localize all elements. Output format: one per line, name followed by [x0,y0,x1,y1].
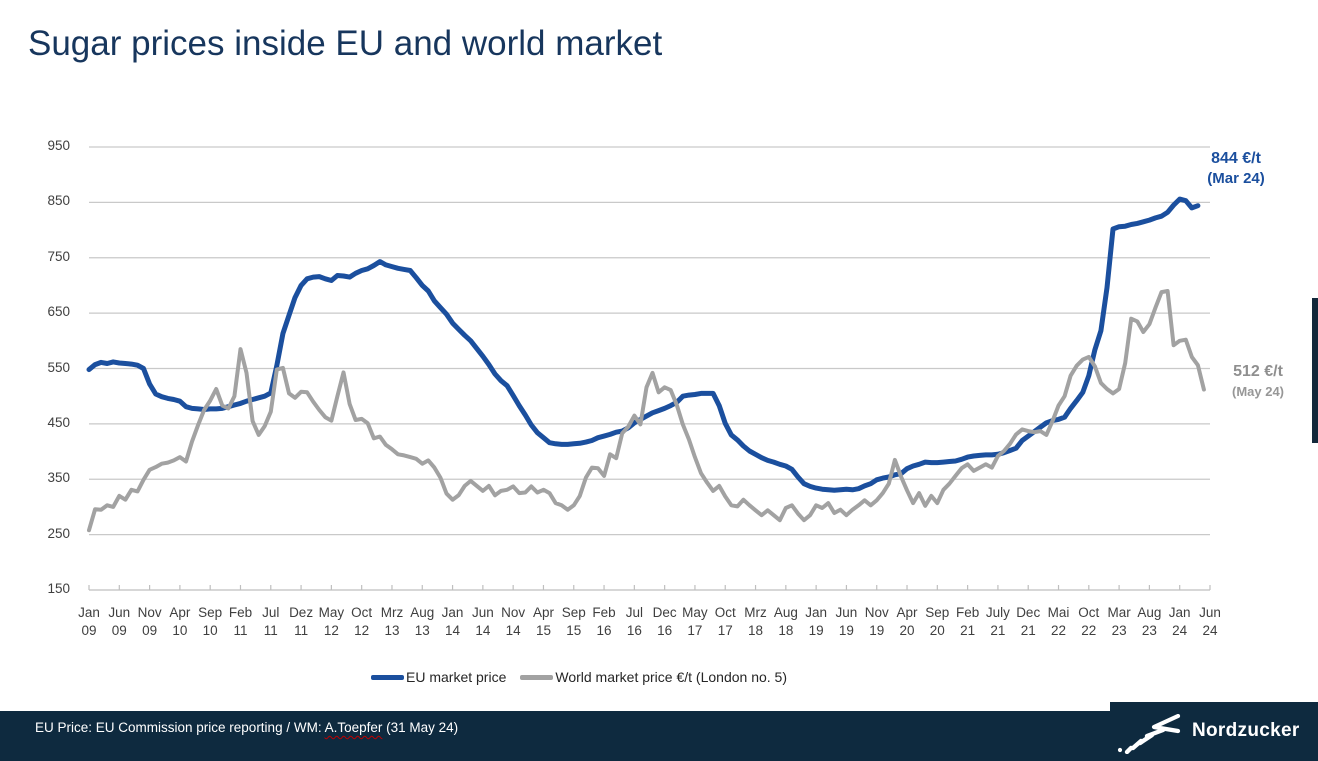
world-annotation-date: (May 24) [1231,384,1285,399]
x-axis-label-Jun-14: Jun 14 [471,605,494,638]
x-axis-label-Jan-19: Jan 19 [805,605,828,638]
x-axis-label-Dec-16: Dec 16 [652,605,677,638]
x-axis-label-Mrz-13: Mrz 13 [380,605,404,638]
x-axis-label-Jan-24: Jan 24 [1168,605,1191,638]
x-axis-label-Aug-13: Aug 13 [410,605,435,638]
eu-price-annotation: 844 €/t (Mar 24) [1190,148,1282,188]
x-axis-label-Jun-24: Jun 24 [1199,605,1221,638]
world-market-price-line [87,289,1206,533]
eu-market-price-line [86,196,1201,493]
y-axis-label-850: 850 [47,193,70,209]
x-axis-label-Jul-16: Jul 16 [625,605,643,638]
legend-label-eu: EU market price [406,669,507,685]
footer-source-suffix: (31 May 24) [382,720,459,735]
x-axis-label-Aug-23: Aug 23 [1137,605,1162,638]
y-axis-label-450: 450 [47,414,70,430]
y-axis-label-350: 350 [47,470,70,486]
y-axis-label-950: 950 [47,138,70,153]
x-axis-label-Apr-10: Apr 10 [169,605,191,638]
x-axis-label-Sep-20: Sep 20 [925,605,950,638]
x-axis-label-Oct-12: Oct 12 [351,605,373,638]
x-axis-label-Oct-17: Oct 17 [714,605,736,638]
x-axis-label-Dez-11: Dez 11 [289,605,314,638]
legend-label-world: World market price €/t (London no. 5) [555,669,787,685]
world-annotation-value: 512 €/t [1233,363,1283,380]
y-axis-label-150: 150 [47,581,70,596]
footer-bar: EU Price: EU Commission price reporting … [0,711,1318,761]
legend-swatch-eu [371,674,404,680]
footer-source-prefix: EU Price: EU Commission price reporting … [35,720,325,735]
nordzucker-logo-text: Nordzucker [1192,720,1300,741]
x-axis-label-Nov-09: Nov 09 [137,605,162,638]
x-axis-label-May-12: May 12 [318,605,345,638]
y-axis-label-650: 650 [47,304,70,320]
x-axis-label-July-21: July 21 [985,605,1010,638]
x-axis-label-Jun-09: Jun 09 [108,605,131,638]
x-axis-label-Jun-19: Jun 19 [835,605,858,638]
world-price-annotation: 512 €/t (May 24) [1214,361,1302,401]
eu-annotation-value: 844 €/t [1211,150,1261,167]
y-axis-label-550: 550 [47,359,70,375]
y-axis-label-250: 250 [47,525,70,541]
x-axis-label-Jan-09: Jan 09 [78,605,100,638]
x-axis-label-Sep-15: Sep 15 [561,605,586,638]
eu-annotation-date: (Mar 24) [1207,170,1265,187]
x-axis-label-Nov-14: Nov 14 [501,605,526,638]
nordzucker-rays-icon [1117,714,1181,754]
x-axis-label-Feb-21: Feb 21 [955,605,980,638]
legend-item-world: World market price €/t (London no. 5) [520,669,787,685]
right-edge-accent-bar [1312,298,1318,443]
nordzucker-logo: Nordzucker [1110,702,1318,761]
x-axis-label-Dec-21: Dec 21 [1016,605,1041,638]
chart-legend: EU market price World market price €/t (L… [371,668,787,686]
footer-source-name: A.Toepfer [324,720,383,735]
x-axis-label-Mar-23: Mar 23 [1107,605,1131,638]
x-axis-label-Apr-15: Apr 15 [532,605,554,638]
x-axis-label-Apr-20: Apr 20 [896,605,918,638]
legend-item-eu: EU market price [371,669,506,685]
x-axis-label-May-17: May 17 [682,605,708,638]
x-axis-label-Aug-18: Aug 18 [773,605,798,638]
x-axis-label-Feb-11: Feb 11 [228,605,253,638]
x-axis-label-Oct-22: Oct 22 [1078,605,1100,638]
page-title: Sugar prices inside EU and world market [28,24,663,63]
footer-source-text: EU Price: EU Commission price reporting … [35,720,458,735]
x-axis-label-Sep-10: Sep 10 [198,605,223,638]
x-axis-label-Mai-22: Mai 22 [1047,605,1070,638]
x-axis-label-Feb-16: Feb 16 [592,605,616,638]
x-axis-label-Mrz-18: Mrz 18 [744,605,767,638]
x-axis-label-Jan-14: Jan 14 [441,605,464,638]
x-axis-label-Nov-19: Nov 19 [864,605,889,638]
x-axis-label-Jul-11: Jul 11 [262,605,280,638]
legend-swatch-world [520,674,554,680]
y-axis-label-750: 750 [47,248,70,264]
